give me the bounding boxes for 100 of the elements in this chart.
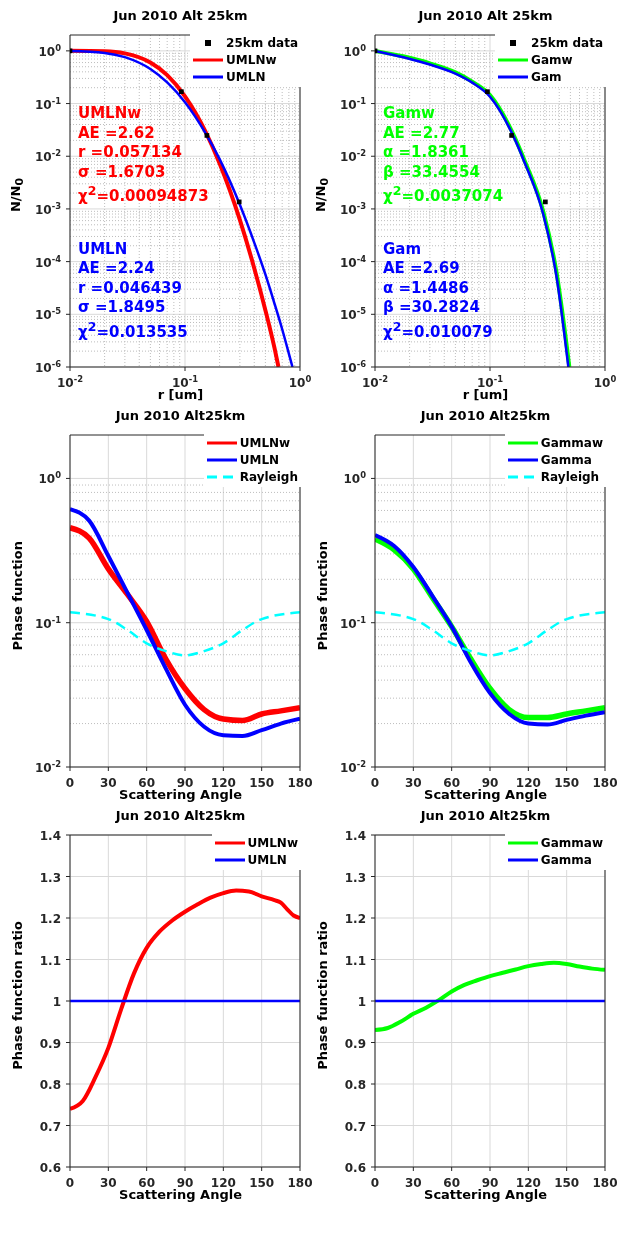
legend-label: 25km data — [531, 35, 603, 50]
y-axis-title: Phase function — [9, 540, 25, 651]
y-tick-label: 10$^{-6}$ — [339, 359, 367, 375]
y-tick-label: 10$^{-2}$ — [339, 148, 367, 165]
y-tick-label: 10$^{-1}$ — [34, 95, 62, 112]
x-axis-title: r [um] — [462, 387, 509, 402]
x-tick-label: 90 — [176, 1176, 194, 1190]
x-tick-label: 120 — [210, 776, 236, 790]
annotation: Gam — [383, 239, 422, 258]
y-tick-label: 0.9 — [344, 1036, 366, 1051]
x-tick-label: 0 — [370, 1176, 380, 1190]
x-tick-label: 0 — [65, 1176, 75, 1190]
annotation: α =1.4486 — [383, 278, 469, 297]
x-tick-label: 10$^{-2}$ — [56, 374, 84, 390]
y-tick-label: 10$^{-1}$ — [339, 95, 367, 112]
chart-title: Jun 2010 Alt25km — [419, 808, 552, 825]
y-tick-label: 10$^{-2}$ — [34, 148, 62, 165]
x-tick-label: 180 — [287, 776, 313, 790]
legend-label: Gamma — [540, 452, 592, 467]
legend-label: 25km data — [226, 35, 298, 50]
legend-label: Gam — [531, 69, 562, 84]
annotation: χ$^{2}$=0.00094873 — [78, 182, 209, 205]
legend-label: UMLNw — [247, 835, 298, 850]
chart-title: Jun 2010 Alt 25km — [111, 8, 249, 25]
y-tick-label: 10$^{-4}$ — [339, 253, 367, 270]
x-tick-label: 120 — [210, 1176, 236, 1190]
x-tick-label: 10$^{0}$ — [288, 374, 312, 390]
y-axis-title: Phase function — [314, 540, 330, 651]
x-tick-label: 150 — [249, 1176, 275, 1190]
x-tick-label: 180 — [287, 1176, 313, 1190]
annotation: σ =1.6703 — [78, 162, 166, 181]
y-tick-label: 10$^{-1}$ — [34, 614, 62, 631]
x-tick-label: 60 — [138, 776, 156, 790]
y-axis-title: Phase function ratio — [314, 921, 330, 1070]
chart-title: Jun 2010 Alt 25km — [416, 8, 554, 25]
annotation: β =33.4554 — [383, 162, 480, 181]
y-tick-label: 0.7 — [39, 1119, 61, 1134]
legend-label: UMLNw — [239, 435, 291, 450]
y-tick-label: 10$^{-6}$ — [34, 359, 62, 375]
x-axis-title: r [um] — [157, 387, 204, 402]
annotation: r =0.046439 — [78, 278, 182, 297]
y-tick-label: 1.2 — [344, 912, 366, 926]
annotation: χ$^{2}$=0.010079 — [383, 317, 493, 341]
x-axis-title: Scattering Angle — [424, 1187, 547, 1202]
x-tick-label: 120 — [515, 776, 541, 790]
x-tick-label: 60 — [443, 776, 461, 790]
legend-label: UMLN — [239, 452, 280, 467]
x-tick-label: 90 — [481, 1176, 499, 1190]
x-tick-label: 30 — [99, 776, 117, 790]
y-tick-label: 10$^{0}$ — [343, 470, 367, 487]
annotation: AE =2.24 — [78, 259, 155, 277]
chart-title: Jun 2010 Alt25km — [114, 808, 247, 825]
annotation: r =0.057134 — [78, 143, 182, 161]
y-tick-label: 10$^{-5}$ — [34, 306, 62, 323]
annotation: χ$^{2}$=0.013535 — [78, 317, 188, 341]
y-tick-label: 0.8 — [344, 1078, 366, 1092]
legend-label: Gamw — [531, 52, 573, 67]
y-tick-label: 1.1 — [344, 953, 366, 968]
y-tick-label: 0.6 — [344, 1161, 366, 1175]
x-tick-label: 10$^{0}$ — [593, 374, 617, 390]
annotation: β =30.2824 — [383, 298, 480, 316]
legend-label: Rayleigh — [239, 469, 298, 484]
legend-label: UMLNw — [226, 52, 277, 67]
x-tick-label: 10$^{-1}$ — [171, 374, 199, 390]
y-tick-label: 1 — [52, 995, 61, 1009]
chart-title: Jun 2010 Alt25km — [419, 408, 552, 425]
y-tick-label: 0.9 — [39, 1036, 61, 1051]
y-tick-label: 1.1 — [39, 953, 61, 968]
x-tick-label: 10$^{-1}$ — [476, 374, 504, 390]
annotation: AE =2.62 — [78, 123, 155, 142]
x-tick-label: 60 — [443, 1176, 461, 1190]
annotation: Gamw — [383, 104, 435, 122]
legend-label: Gammaw — [540, 435, 603, 450]
annotation: χ$^{2}$=0.0037074 — [383, 182, 504, 205]
y-tick-label: 10$^{0}$ — [38, 42, 62, 59]
x-tick-label: 180 — [592, 1176, 618, 1190]
y-tick-label: 1 — [357, 995, 366, 1009]
x-axis-title: Scattering Angle — [424, 787, 547, 802]
y-tick-label: 1.4 — [39, 829, 61, 843]
y-tick-label: 10$^{0}$ — [38, 470, 62, 487]
annotation: AE =2.69 — [383, 259, 460, 277]
y-tick-label: 0.6 — [39, 1161, 61, 1175]
annotation: UMLNw — [78, 104, 142, 122]
chart-title: Jun 2010 Alt25km — [114, 408, 247, 425]
x-tick-label: 0 — [370, 776, 380, 790]
annotation: α =1.8361 — [383, 143, 469, 161]
legend-label: UMLN — [226, 69, 266, 84]
y-tick-label: 1.2 — [39, 912, 61, 926]
x-tick-label: 150 — [554, 776, 580, 790]
legend-label: UMLN — [247, 852, 287, 867]
legend-label: Gamma — [540, 852, 592, 867]
y-tick-label: 10$^{-3}$ — [34, 200, 62, 217]
legend-label: Gammaw — [540, 835, 603, 850]
x-tick-label: 90 — [176, 776, 194, 790]
y-tick-label: 10$^{-4}$ — [34, 253, 62, 270]
y-tick-label: 1.3 — [344, 870, 366, 885]
y-tick-label: 1.3 — [39, 870, 61, 885]
x-axis-title: Scattering Angle — [119, 1187, 242, 1202]
x-tick-label: 150 — [554, 1176, 580, 1190]
y-tick-label: 10$^{0}$ — [343, 42, 367, 59]
